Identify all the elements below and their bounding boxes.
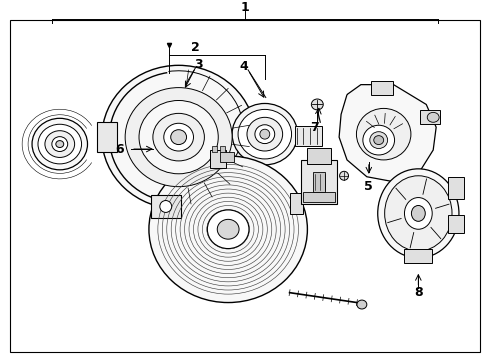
- Ellipse shape: [232, 103, 297, 165]
- Text: 7: 7: [310, 121, 318, 134]
- Bar: [220, 146, 225, 152]
- Bar: [404, 249, 432, 263]
- Ellipse shape: [356, 108, 411, 160]
- Bar: [371, 81, 392, 95]
- Bar: [210, 150, 226, 168]
- Ellipse shape: [171, 130, 187, 145]
- Ellipse shape: [385, 176, 452, 251]
- Ellipse shape: [412, 206, 425, 221]
- Text: 3: 3: [194, 58, 203, 71]
- Text: 6: 6: [115, 143, 123, 156]
- Ellipse shape: [255, 125, 275, 144]
- Bar: [313, 172, 325, 192]
- Ellipse shape: [340, 171, 348, 180]
- Text: 8: 8: [414, 286, 423, 299]
- Ellipse shape: [56, 141, 64, 148]
- Ellipse shape: [374, 136, 384, 145]
- Ellipse shape: [404, 198, 432, 229]
- Ellipse shape: [311, 99, 323, 110]
- Ellipse shape: [238, 109, 292, 159]
- Ellipse shape: [38, 124, 81, 164]
- Ellipse shape: [370, 132, 388, 149]
- Ellipse shape: [160, 201, 172, 212]
- Text: 4: 4: [240, 60, 248, 73]
- Ellipse shape: [363, 125, 394, 155]
- Ellipse shape: [427, 112, 439, 122]
- Ellipse shape: [102, 65, 255, 209]
- Bar: [307, 148, 331, 164]
- Ellipse shape: [32, 118, 88, 170]
- Ellipse shape: [357, 300, 367, 309]
- Bar: [220, 152, 234, 162]
- Ellipse shape: [260, 129, 270, 139]
- Ellipse shape: [378, 169, 459, 258]
- Text: 1: 1: [241, 1, 249, 14]
- Text: 5: 5: [365, 180, 373, 193]
- Bar: [151, 195, 181, 219]
- Ellipse shape: [125, 87, 232, 187]
- Ellipse shape: [207, 210, 249, 248]
- Bar: [98, 122, 117, 152]
- Ellipse shape: [45, 131, 74, 157]
- Bar: [448, 177, 464, 199]
- Ellipse shape: [149, 156, 307, 302]
- Ellipse shape: [139, 100, 218, 174]
- Bar: [303, 192, 335, 202]
- Ellipse shape: [52, 137, 68, 152]
- Bar: [294, 126, 322, 146]
- PathPatch shape: [339, 85, 436, 182]
- Bar: [420, 111, 440, 124]
- Ellipse shape: [164, 123, 194, 151]
- Bar: [290, 193, 303, 215]
- Ellipse shape: [217, 219, 239, 239]
- Ellipse shape: [247, 117, 283, 151]
- Bar: [301, 160, 337, 203]
- Text: 2: 2: [191, 41, 200, 54]
- Bar: [212, 146, 217, 152]
- Bar: [448, 215, 464, 233]
- Ellipse shape: [153, 113, 204, 161]
